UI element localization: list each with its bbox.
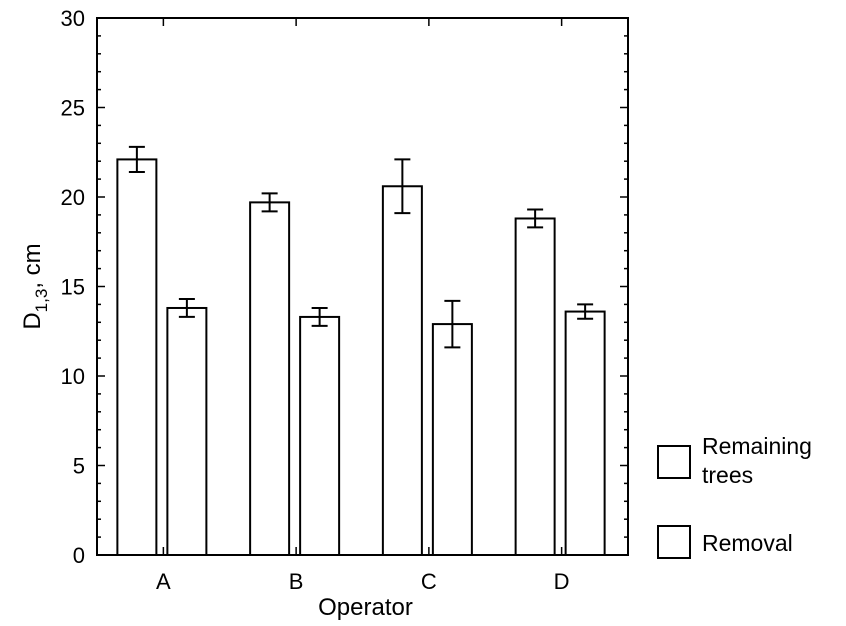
- bar-remaining: [116, 158, 158, 556]
- bar-removal: [431, 323, 473, 556]
- legend-swatch: [657, 525, 691, 559]
- x-tick-label: D: [554, 569, 570, 594]
- x-tick-label: C: [421, 569, 437, 594]
- labels: 0 5 10 15 20 25 30 A B C D Operator D1,3, cm: [19, 6, 570, 621]
- legend-label: Remaining: [702, 433, 812, 459]
- legend: Remaining trees Removal: [657, 433, 812, 559]
- y-tick-label: 5: [73, 454, 85, 479]
- bar-remaining: [381, 185, 423, 556]
- y-tick-label: 10: [61, 364, 85, 389]
- bar-remaining: [249, 201, 291, 556]
- legend-label: trees: [702, 462, 753, 488]
- bar-removal: [166, 306, 208, 557]
- x-axis-title: Operator: [318, 594, 413, 621]
- y-tick-label: 15: [61, 275, 85, 300]
- y-tick-label: 25: [61, 96, 85, 121]
- x-tick-label: B: [289, 569, 304, 594]
- y-tick-label: 30: [61, 6, 85, 31]
- y-tick-label: 20: [61, 185, 85, 210]
- y-axis-title: D1,3, cm: [19, 243, 51, 329]
- legend-label: Removal: [702, 530, 793, 556]
- bar-removal: [564, 310, 606, 556]
- x-tick-label: A: [156, 569, 171, 594]
- bar-remaining: [514, 217, 556, 556]
- y-tick-label: 0: [73, 543, 85, 568]
- bars: [116, 145, 606, 557]
- axes: [96, 17, 629, 556]
- bar-removal: [299, 315, 341, 556]
- legend-swatch: [657, 445, 691, 479]
